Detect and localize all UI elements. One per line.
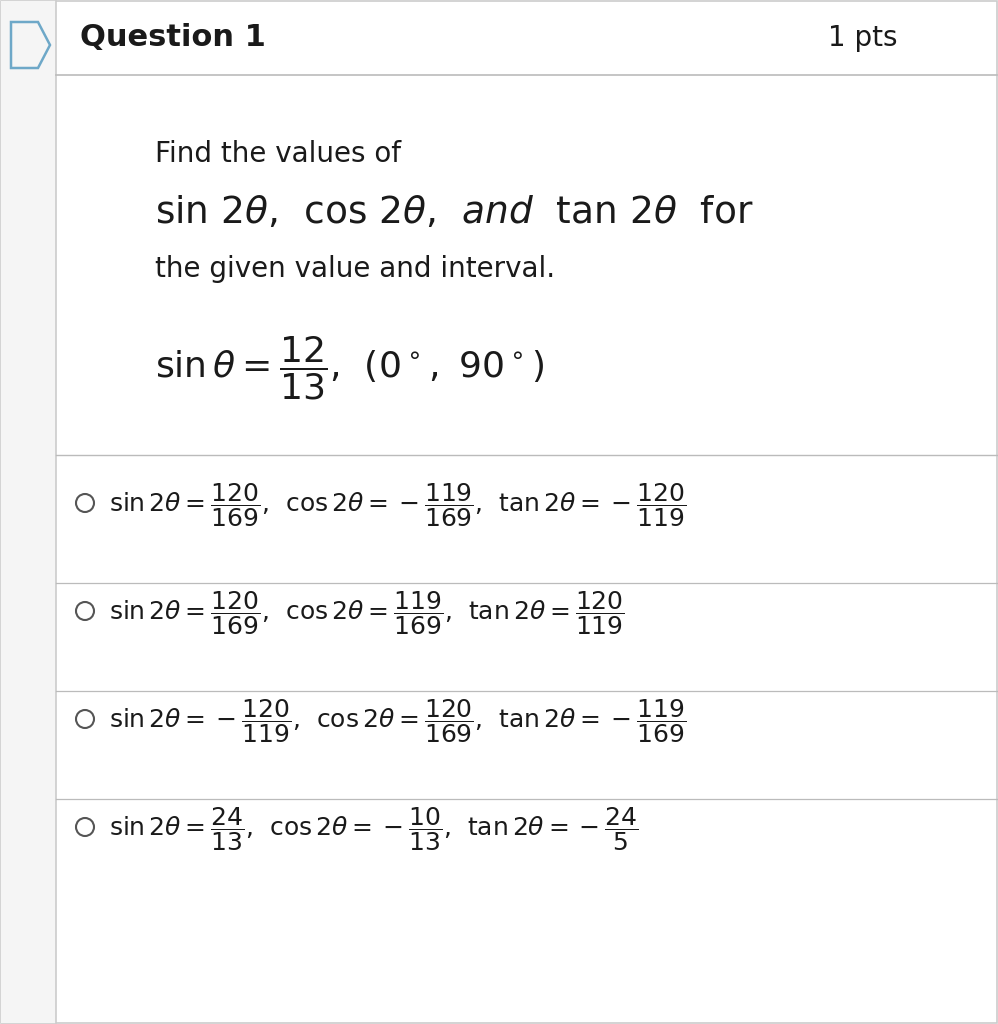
Text: $\sin 2\theta = \dfrac{120}{169}$,  $\cos 2\theta = \dfrac{119}{169}$,  $\tan 2\: $\sin 2\theta = \dfrac{120}{169}$, $\cos… bbox=[109, 589, 625, 637]
Text: Question 1: Question 1 bbox=[80, 23, 265, 52]
Text: $\sin \theta = \dfrac{12}{13}$,  $(0^\circ,\ 90^\circ)$: $\sin \theta = \dfrac{12}{13}$, $(0^\cir… bbox=[155, 335, 544, 402]
Bar bbox=[1, 1, 56, 1023]
Text: $\sin 2\theta = \dfrac{24}{13}$,  $\cos 2\theta = -\dfrac{10}{13}$,  $\tan 2\the: $\sin 2\theta = \dfrac{24}{13}$, $\cos 2… bbox=[109, 805, 639, 853]
Text: $\sin 2\theta = -\dfrac{120}{119}$,  $\cos 2\theta = \dfrac{120}{169}$,  $\tan 2: $\sin 2\theta = -\dfrac{120}{119}$, $\co… bbox=[109, 697, 687, 744]
Text: the given value and interval.: the given value and interval. bbox=[155, 255, 555, 283]
Text: 1 pts: 1 pts bbox=[828, 24, 897, 51]
Text: $\sin 2\theta = \dfrac{120}{169}$,  $\cos 2\theta = -\dfrac{119}{169}$,  $\tan 2: $\sin 2\theta = \dfrac{120}{169}$, $\cos… bbox=[109, 481, 687, 528]
Text: $\mathrm{sin}\ 2\theta$,  $\mathrm{cos}\ 2\theta$,  $\mathit{and}$  $\mathrm{tan: $\mathrm{sin}\ 2\theta$, $\mathrm{cos}\ … bbox=[155, 195, 753, 231]
Text: Find the values of: Find the values of bbox=[155, 140, 401, 168]
